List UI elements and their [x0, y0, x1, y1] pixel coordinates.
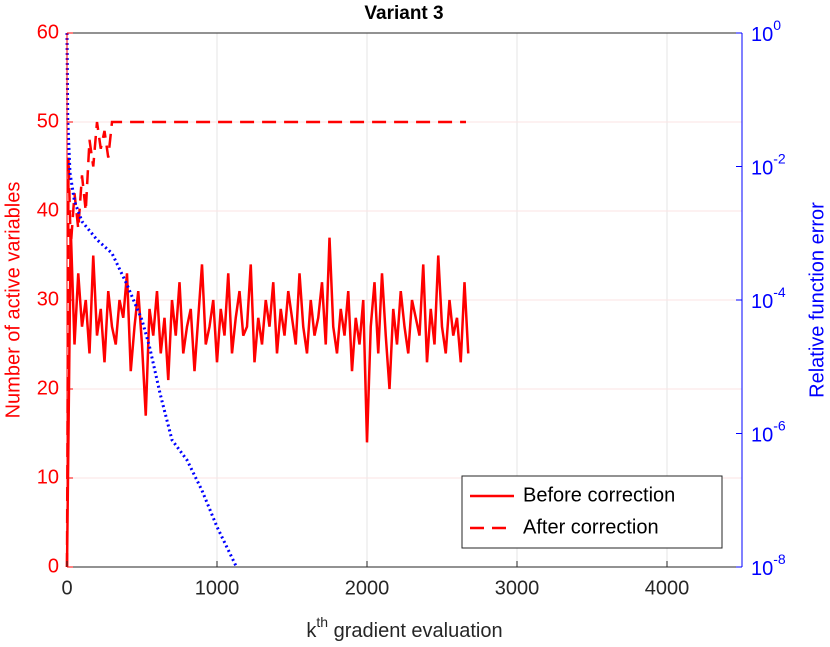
tick-base: 10 — [751, 24, 773, 46]
x-label-base: k — [306, 620, 317, 642]
y-axis-label: Number of active variables — [2, 182, 24, 419]
x-tick-label: 2000 — [345, 577, 390, 599]
tick-base: 10 — [751, 158, 773, 180]
tick-exponent: 0 — [773, 17, 781, 33]
chart-title: Variant 3 — [364, 3, 443, 24]
legend-box — [461, 475, 723, 549]
y-tick-label: 20 — [37, 377, 59, 399]
y-tick-label: 40 — [37, 199, 59, 221]
y-tick-label: 0 — [48, 555, 59, 577]
tick-exponent: -8 — [773, 551, 786, 567]
y2-tick-label: 10-4 — [751, 284, 786, 314]
x-tick-label: 4000 — [645, 577, 690, 599]
series-line — [65, 228, 470, 568]
y2-tick-label: 10-6 — [751, 417, 786, 447]
y-tick-label: 10 — [37, 466, 59, 488]
y2-tick-label: 10-8 — [751, 551, 786, 581]
series-line — [65, 120, 466, 568]
tick-exponent: -2 — [773, 150, 786, 166]
y-tick-label: 60 — [37, 21, 59, 43]
y-tick-label: 30 — [37, 288, 59, 310]
y2-axis-label: Relative function error — [806, 202, 828, 398]
tick-base: 10 — [751, 558, 773, 580]
y2-tick-label: 100 — [751, 17, 781, 47]
tick-exponent: -4 — [773, 284, 786, 300]
tick-base: 10 — [751, 291, 773, 313]
legend-label: After correction — [523, 516, 659, 538]
legend-label: Before correction — [523, 484, 675, 506]
x-label-rest: gradient evaluation — [328, 620, 503, 642]
x-tick-label: 0 — [61, 577, 72, 599]
y2-tick-label: 10-2 — [751, 150, 786, 180]
y-tick-label: 50 — [37, 110, 59, 132]
x-axis-label: kth gradient evaluation — [306, 614, 502, 643]
x-tick-label: 1000 — [195, 577, 240, 599]
x-label-sup: th — [316, 614, 328, 630]
tick-base: 10 — [751, 425, 773, 447]
tick-exponent: -6 — [773, 417, 786, 433]
x-tick-label: 3000 — [495, 577, 540, 599]
